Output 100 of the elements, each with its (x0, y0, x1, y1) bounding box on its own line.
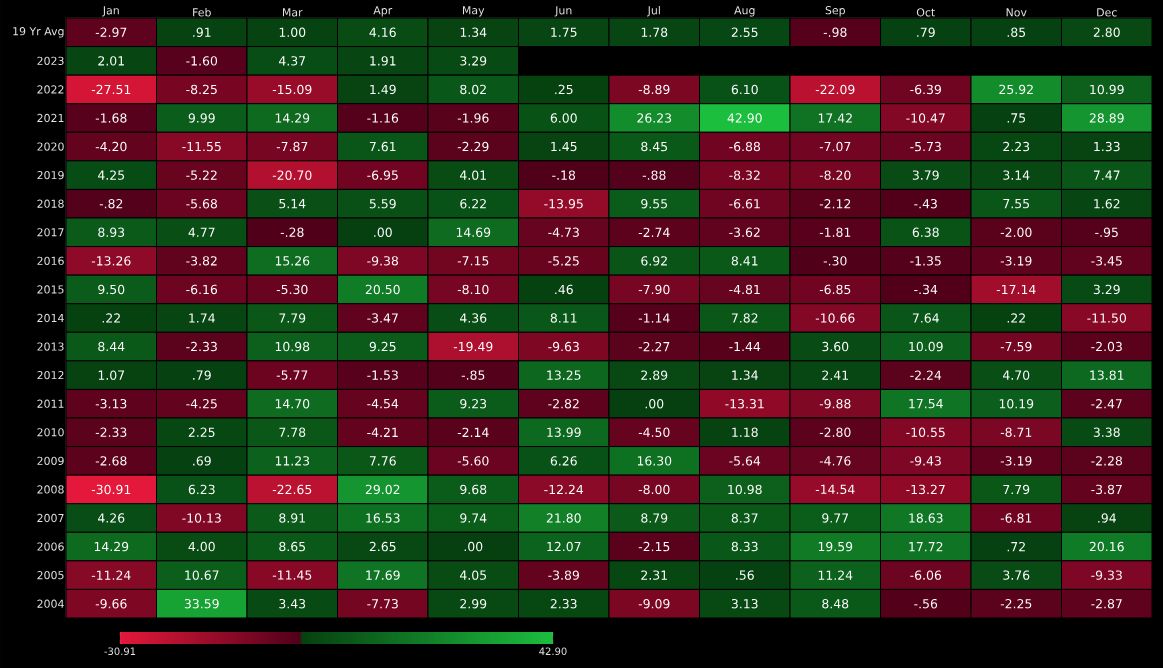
data-label: -1.96 (457, 113, 489, 123)
data-label: 7.64 (912, 313, 939, 323)
data-label: 6.00 (550, 113, 577, 123)
data-label: -22.65 (272, 484, 312, 495)
data-label: 19.59 (818, 541, 853, 552)
data-label: 9.23 (460, 398, 487, 409)
data-label: 42.90 (727, 113, 762, 123)
data-label: 13.99 (547, 427, 581, 437)
data-label: 1.49 (370, 84, 396, 95)
data-label: -4.81 (729, 284, 760, 295)
data-label: -2.33 (95, 427, 127, 437)
data-label: -4.50 (638, 427, 670, 437)
data-label: 7.79 (1003, 484, 1030, 495)
data-label: .22 (1007, 313, 1025, 323)
data-label: -2.82 (548, 398, 579, 409)
data-label: 2.25 (188, 427, 215, 437)
data-label: -9.63 (548, 341, 579, 352)
data-label: 4.05 (460, 570, 487, 580)
data-label: -2.33 (186, 341, 217, 352)
data-label: -12.24 (544, 484, 584, 495)
data-label: -9.38 (367, 256, 399, 266)
data-label: -2.15 (638, 541, 670, 552)
data-label: -.30 (823, 256, 847, 266)
data-label: -.18 (552, 170, 576, 180)
data-label: -7.73 (367, 598, 398, 609)
data-label: -2.12 (819, 199, 851, 209)
data-label: -1.35 (910, 256, 941, 266)
data-label: 26.23 (637, 113, 672, 123)
data-label: -3.47 (367, 313, 398, 323)
data-label: 3.43 (279, 598, 306, 609)
y-tick-label: 2009 (37, 456, 64, 465)
data-label: -.82 (99, 198, 123, 209)
data-label: 1.62 (1094, 198, 1120, 209)
data-label: -5.77 (276, 370, 308, 380)
data-label: 14.70 (275, 398, 310, 409)
data-label: 2.55 (731, 27, 758, 37)
data-label: -10.55 (906, 427, 945, 437)
data-label: 9.74 (460, 513, 487, 523)
data-label: -6.39 (910, 84, 941, 95)
data-label: -2.28 (1091, 456, 1123, 466)
data-label: 1.34 (732, 370, 758, 380)
data-label: -4.25 (186, 398, 217, 409)
data-label: -22.09 (815, 84, 855, 95)
data-label: -2.00 (1000, 227, 1032, 237)
data-label: 17.54 (909, 399, 943, 409)
y-tick-label: 2019 (37, 171, 64, 180)
y-tick-label: 2022 (37, 85, 64, 94)
data-label: 15.26 (275, 256, 310, 266)
data-label: 1.45 (551, 141, 577, 152)
data-label: -.28 (280, 227, 304, 237)
data-label: 3.13 (731, 598, 758, 609)
data-label: 2.89 (641, 370, 668, 380)
data-label: -11.24 (91, 570, 131, 580)
x-tick-label: Sep (825, 6, 845, 17)
data-label: 1.78 (641, 27, 668, 37)
data-label: -11.55 (182, 141, 221, 152)
y-tick-label: 2012 (37, 371, 64, 380)
data-label: -3.82 (186, 256, 217, 266)
data-label: 8.11 (550, 313, 577, 323)
data-label: -11.45 (272, 570, 312, 580)
data-label: .56 (736, 570, 754, 580)
data-label: .69 (193, 456, 211, 466)
data-label: -13.31 (725, 398, 764, 409)
data-label: -13.26 (91, 256, 131, 266)
data-label: 4.25 (98, 170, 125, 180)
data-label: -8.89 (638, 84, 670, 95)
data-label: -11.50 (1087, 313, 1126, 323)
data-label: -10.13 (182, 513, 221, 523)
data-label: .94 (1098, 513, 1116, 523)
data-label: -6.95 (367, 170, 398, 180)
data-label: -7.15 (457, 256, 489, 266)
data-label: 8.33 (731, 541, 758, 552)
data-label: -.95 (1095, 227, 1118, 237)
data-label: -9.88 (819, 398, 851, 409)
data-label: 2.65 (369, 541, 396, 552)
data-label: -9.43 (910, 456, 941, 466)
data-label: -7.07 (819, 141, 851, 152)
data-label: -6.85 (819, 284, 851, 295)
data-label: -2.74 (638, 227, 670, 237)
data-label: -2.97 (95, 27, 127, 37)
data-label: 1.00 (279, 27, 306, 37)
data-label: .91 (193, 27, 211, 37)
data-label: 6.23 (188, 484, 215, 495)
data-label: 1.07 (98, 370, 125, 380)
data-label: .75 (1007, 113, 1026, 123)
y-tick-label: 2004 (37, 599, 64, 608)
data-label: -1.81 (819, 227, 851, 237)
data-label: -8.71 (1000, 427, 1032, 437)
data-label: -6.88 (729, 141, 761, 152)
data-label: -9.33 (1091, 570, 1122, 580)
data-label: 8.79 (641, 513, 668, 523)
data-label: -27.51 (91, 84, 131, 95)
data-label: -7.87 (276, 141, 308, 152)
data-label: .79 (193, 370, 211, 380)
data-label: -17.14 (996, 284, 1036, 294)
data-label: .79 (917, 27, 935, 37)
data-label: 3.29 (1093, 284, 1120, 295)
data-label: 11.24 (818, 570, 853, 580)
data-label: -5.73 (910, 141, 941, 152)
data-label: 9.25 (369, 341, 396, 352)
